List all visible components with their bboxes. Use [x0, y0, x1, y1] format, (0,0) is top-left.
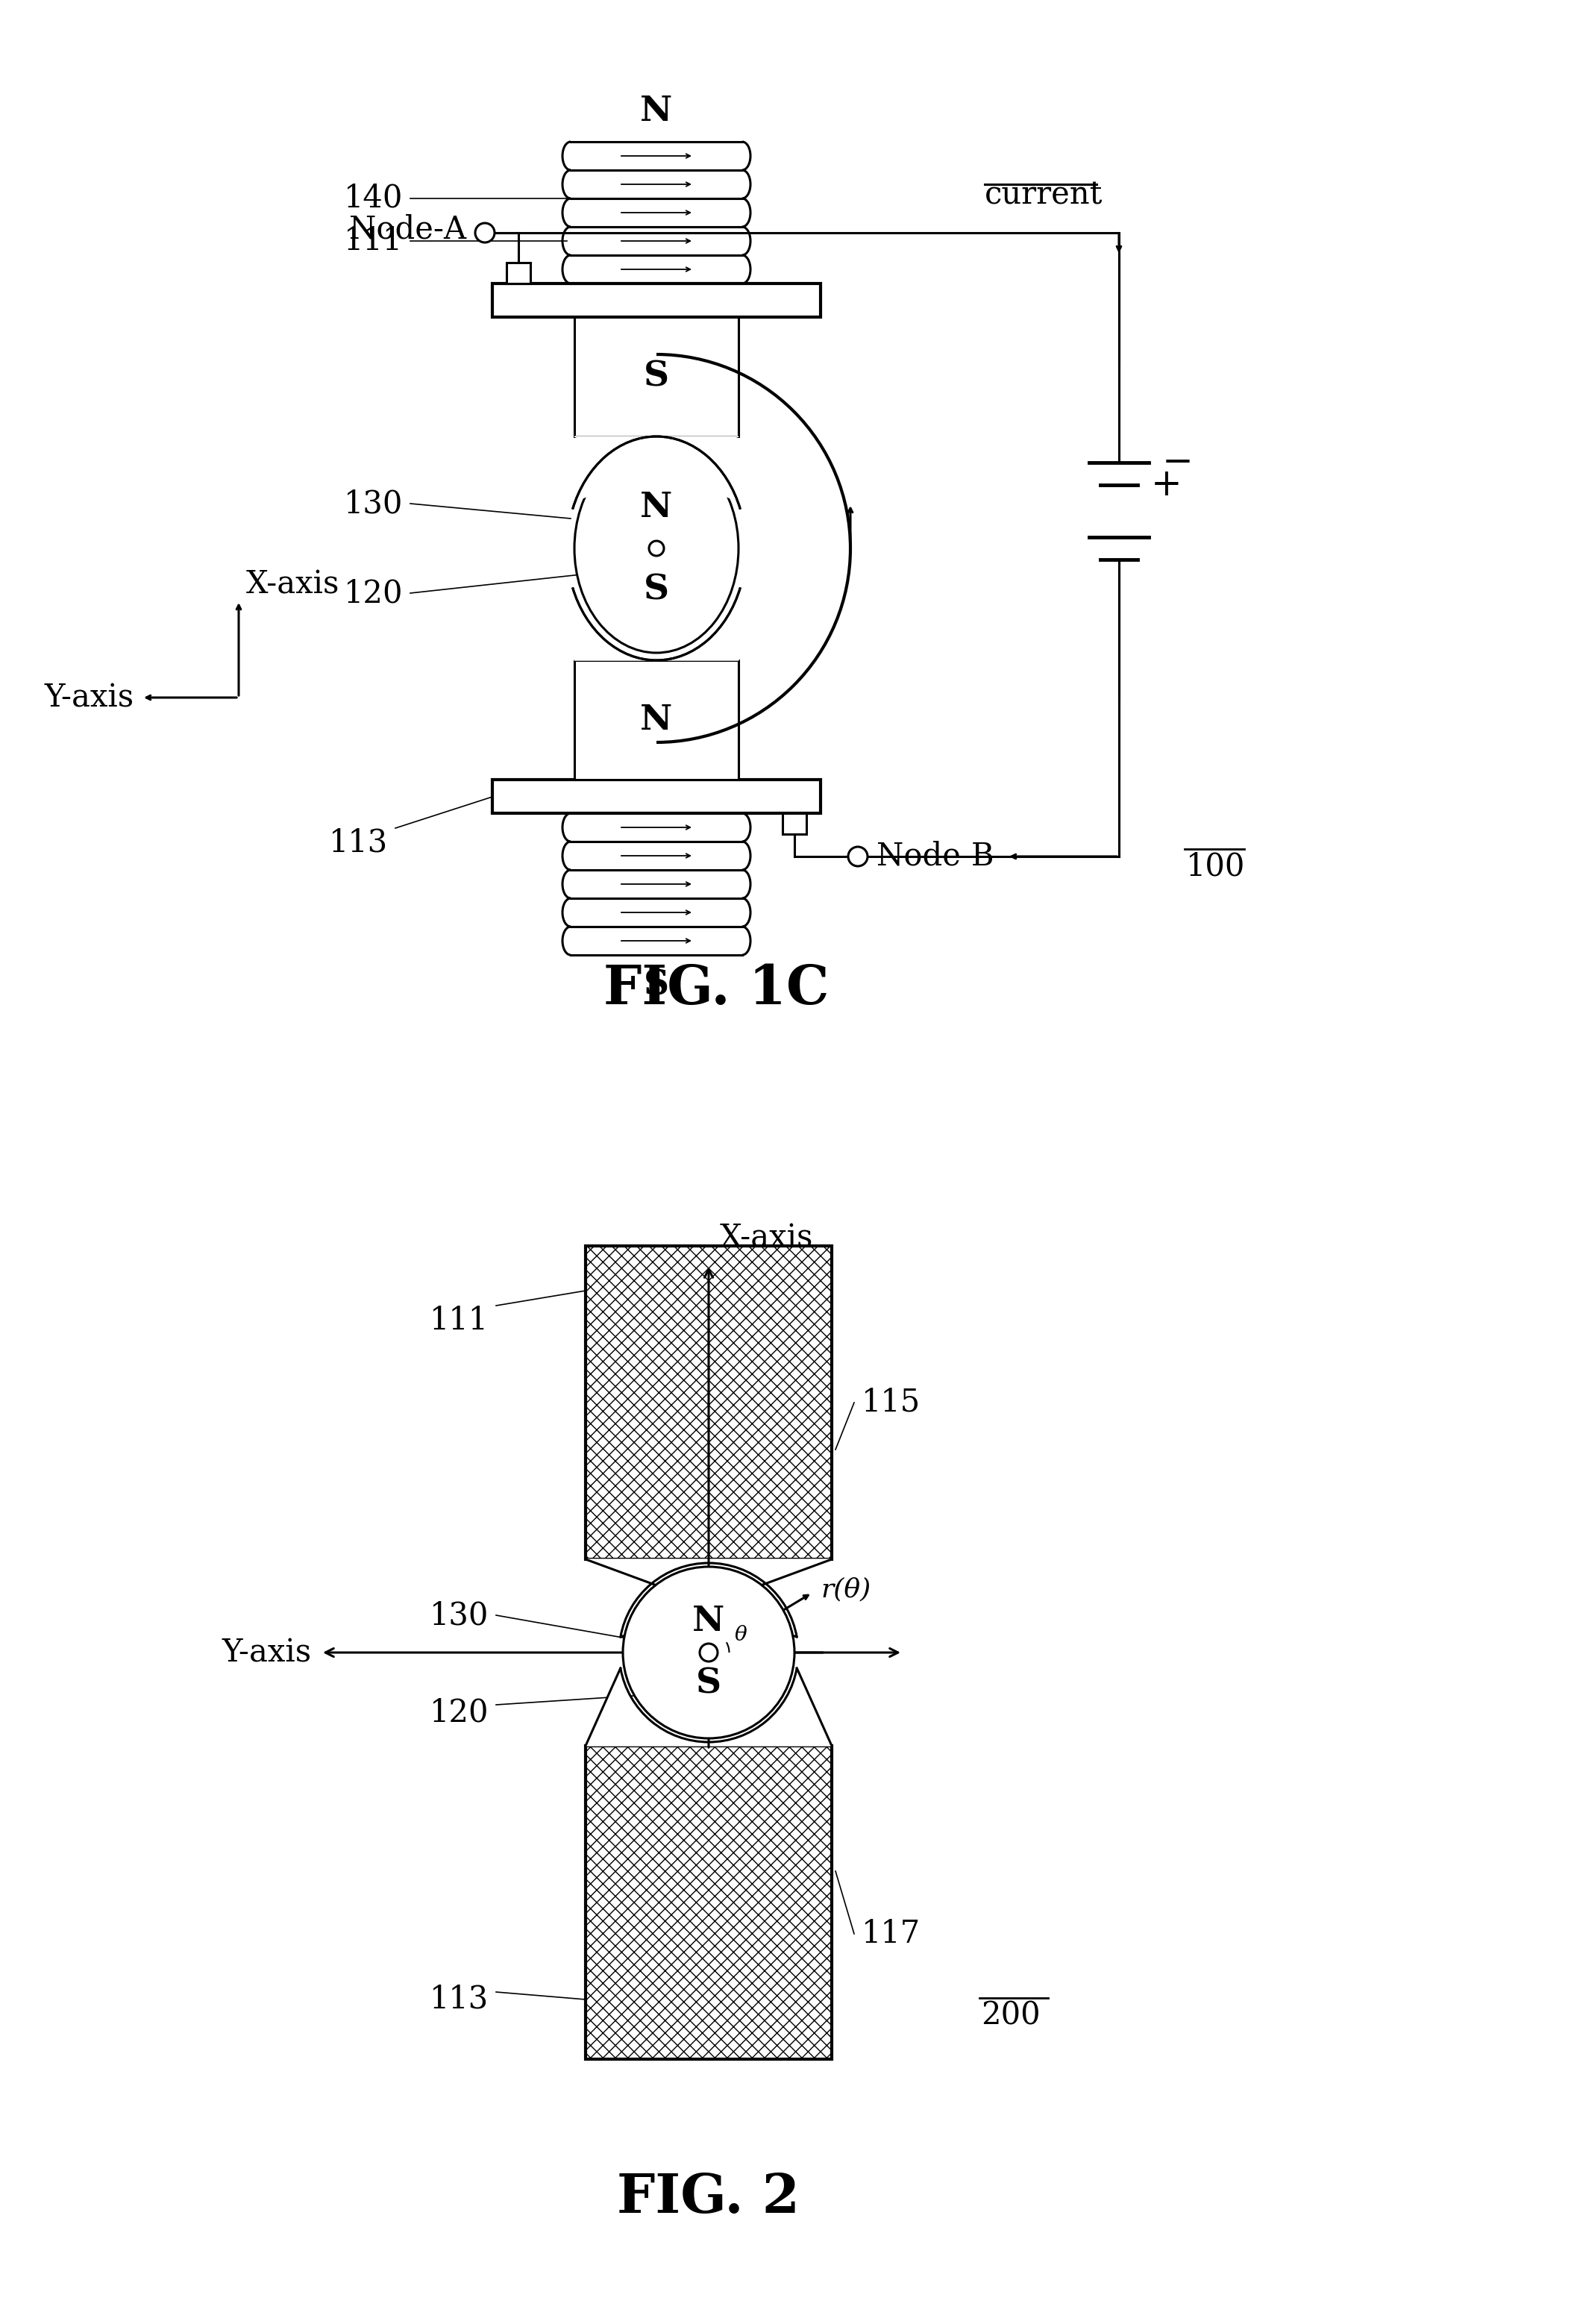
- Text: FIG. 1C: FIG. 1C: [603, 962, 829, 1016]
- Text: X-axis: X-axis: [720, 1222, 814, 1253]
- Bar: [586, 1745, 831, 2059]
- Text: 111: 111: [429, 1304, 489, 1336]
- Text: 200: 200: [980, 1999, 1040, 2031]
- Text: 100: 100: [1186, 851, 1246, 881]
- Bar: [492, 779, 820, 813]
- Text: S: S: [696, 1666, 721, 1701]
- Polygon shape: [586, 1559, 831, 1636]
- Bar: [586, 1246, 831, 1559]
- Text: 113: 113: [328, 827, 388, 860]
- Text: S: S: [644, 572, 669, 607]
- Circle shape: [699, 1643, 718, 1662]
- Text: Node-B: Node-B: [877, 841, 994, 872]
- Text: 113: 113: [429, 1985, 489, 2015]
- Text: Node-A: Node-A: [349, 214, 467, 244]
- Text: −: −: [1163, 444, 1194, 481]
- Text: current: current: [985, 179, 1103, 211]
- Text: 140: 140: [344, 184, 402, 214]
- Text: 130: 130: [344, 488, 402, 518]
- Text: 117: 117: [861, 1917, 921, 1950]
- Bar: [506, 263, 531, 284]
- Bar: [782, 813, 806, 834]
- Circle shape: [474, 223, 495, 242]
- Text: 111: 111: [344, 225, 402, 256]
- Text: Y-axis: Y-axis: [44, 681, 134, 713]
- Bar: [575, 660, 738, 779]
- Polygon shape: [575, 437, 738, 502]
- Text: Y-axis: Y-axis: [222, 1636, 311, 1669]
- Text: N: N: [641, 702, 672, 737]
- Text: N: N: [641, 490, 672, 525]
- Text: 120: 120: [344, 576, 402, 609]
- Text: 115: 115: [861, 1387, 921, 1418]
- Text: X-axis: X-axis: [247, 569, 339, 600]
- Text: S: S: [644, 969, 669, 1002]
- Text: 130: 130: [429, 1599, 489, 1631]
- Text: N: N: [693, 1604, 724, 1638]
- Text: 120: 120: [429, 1697, 489, 1727]
- Polygon shape: [575, 595, 738, 660]
- Text: r(θ): r(θ): [822, 1576, 872, 1601]
- Text: S: S: [644, 360, 669, 395]
- Ellipse shape: [575, 444, 738, 653]
- Text: +: +: [1152, 467, 1181, 504]
- Bar: [492, 284, 820, 316]
- Bar: [575, 316, 738, 437]
- Circle shape: [649, 541, 665, 555]
- Ellipse shape: [622, 1566, 795, 1738]
- Text: N: N: [641, 93, 672, 128]
- Circle shape: [848, 846, 867, 867]
- Text: FIG. 2: FIG. 2: [617, 2171, 800, 2224]
- Polygon shape: [586, 1669, 831, 1745]
- Text: θ: θ: [735, 1624, 748, 1645]
